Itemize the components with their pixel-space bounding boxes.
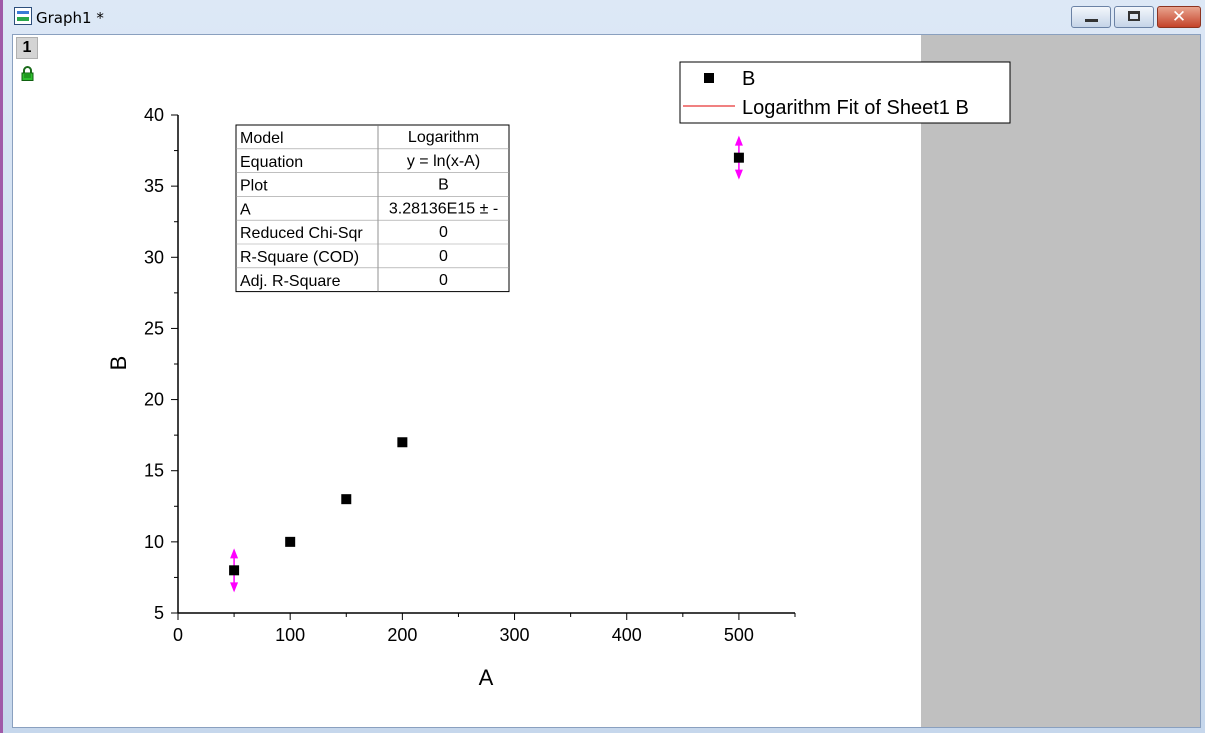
fit-results-table[interactable]: Model Logarithm Equation y = ln(x-A) Plot B A 3… bbox=[235, 124, 510, 293]
data-point[interactable] bbox=[341, 494, 352, 505]
table-cell-label: R-Square (COD) bbox=[240, 249, 359, 266]
x-tick-label: 100 bbox=[275, 625, 305, 645]
error-bar-arrow-down bbox=[734, 169, 743, 180]
table-cell-value: 3.28136E15 ± - bbox=[389, 200, 498, 217]
x-tick-label: 0 bbox=[173, 625, 183, 645]
legend-label-fit: Logarithm Fit of Sheet1 B bbox=[742, 97, 969, 119]
data-point[interactable] bbox=[733, 152, 744, 163]
maximize-icon bbox=[1128, 11, 1140, 21]
x-tick-label: 200 bbox=[387, 625, 417, 645]
legend-label-b: B bbox=[742, 68, 755, 90]
graph-window-icon[interactable] bbox=[14, 7, 32, 25]
maximize-button[interactable] bbox=[1114, 6, 1154, 28]
title-bar[interactable]: Graph1 * ✕ bbox=[3, 0, 1205, 34]
data-points[interactable] bbox=[229, 152, 744, 576]
table-cell-value: 0 bbox=[439, 248, 448, 265]
legend-box bbox=[679, 61, 1011, 124]
data-point[interactable] bbox=[397, 437, 408, 448]
minimize-button[interactable] bbox=[1071, 6, 1111, 28]
table-cell-value: y = ln(x-A) bbox=[407, 153, 480, 170]
window-title: Graph1 * bbox=[36, 9, 104, 27]
y-tick-label: 15 bbox=[144, 461, 164, 481]
data-point[interactable] bbox=[229, 565, 240, 576]
y-tick-label: 30 bbox=[144, 247, 164, 267]
table-cell-value: Logarithm bbox=[408, 129, 479, 146]
data-point[interactable] bbox=[285, 536, 296, 547]
close-button[interactable]: ✕ bbox=[1157, 6, 1201, 28]
x-tick-label: 400 bbox=[612, 625, 642, 645]
close-icon: ✕ bbox=[1171, 7, 1187, 27]
x-axis-label[interactable]: A bbox=[479, 665, 494, 690]
error-bar-arrow-down bbox=[230, 582, 239, 593]
table-cell-value: B bbox=[438, 177, 449, 194]
legend[interactable]: B Logarithm Fit of Sheet1 B bbox=[679, 61, 1011, 124]
axes: 0 100 200 300 400 500 5 10 15 20 25 30 35 40 bbox=[144, 105, 796, 645]
legend-marker-b bbox=[704, 73, 714, 83]
y-tick-label: 25 bbox=[144, 318, 164, 338]
table-border bbox=[235, 124, 510, 293]
table-cell-label: Model bbox=[240, 130, 284, 147]
minimize-icon bbox=[1085, 19, 1098, 22]
table-cell-value: 0 bbox=[439, 272, 448, 289]
x-tick-label: 300 bbox=[500, 625, 530, 645]
error-bar-arrow-up bbox=[230, 548, 239, 559]
table-cell-label: Equation bbox=[240, 154, 303, 171]
table-cell-label: Adj. R-Square bbox=[240, 273, 341, 290]
lock-icon[interactable] bbox=[20, 66, 35, 81]
table-cell-value: 0 bbox=[439, 224, 448, 241]
error-bar-arrow-up bbox=[734, 135, 743, 146]
table-cell-label: A bbox=[240, 201, 251, 218]
outside-page-area bbox=[921, 35, 1200, 727]
table-cell-label: Reduced Chi-Sqr bbox=[240, 225, 363, 242]
graph-page[interactable]: 1 0 100 200 300 400 500 5 10 15 20 25 30 35 40 A B Mo… bbox=[12, 34, 1201, 728]
y-tick-label: 40 bbox=[144, 105, 164, 125]
x-tick-label: 500 bbox=[724, 625, 754, 645]
y-axis-label[interactable]: B bbox=[106, 356, 131, 371]
y-tick-label: 35 bbox=[144, 176, 164, 196]
y-tick-label: 20 bbox=[144, 390, 164, 410]
y-tick-label: 5 bbox=[154, 603, 164, 623]
table-cell-label: Plot bbox=[240, 178, 268, 195]
y-tick-label: 10 bbox=[144, 532, 164, 552]
layer-tab[interactable]: 1 bbox=[16, 37, 38, 59]
